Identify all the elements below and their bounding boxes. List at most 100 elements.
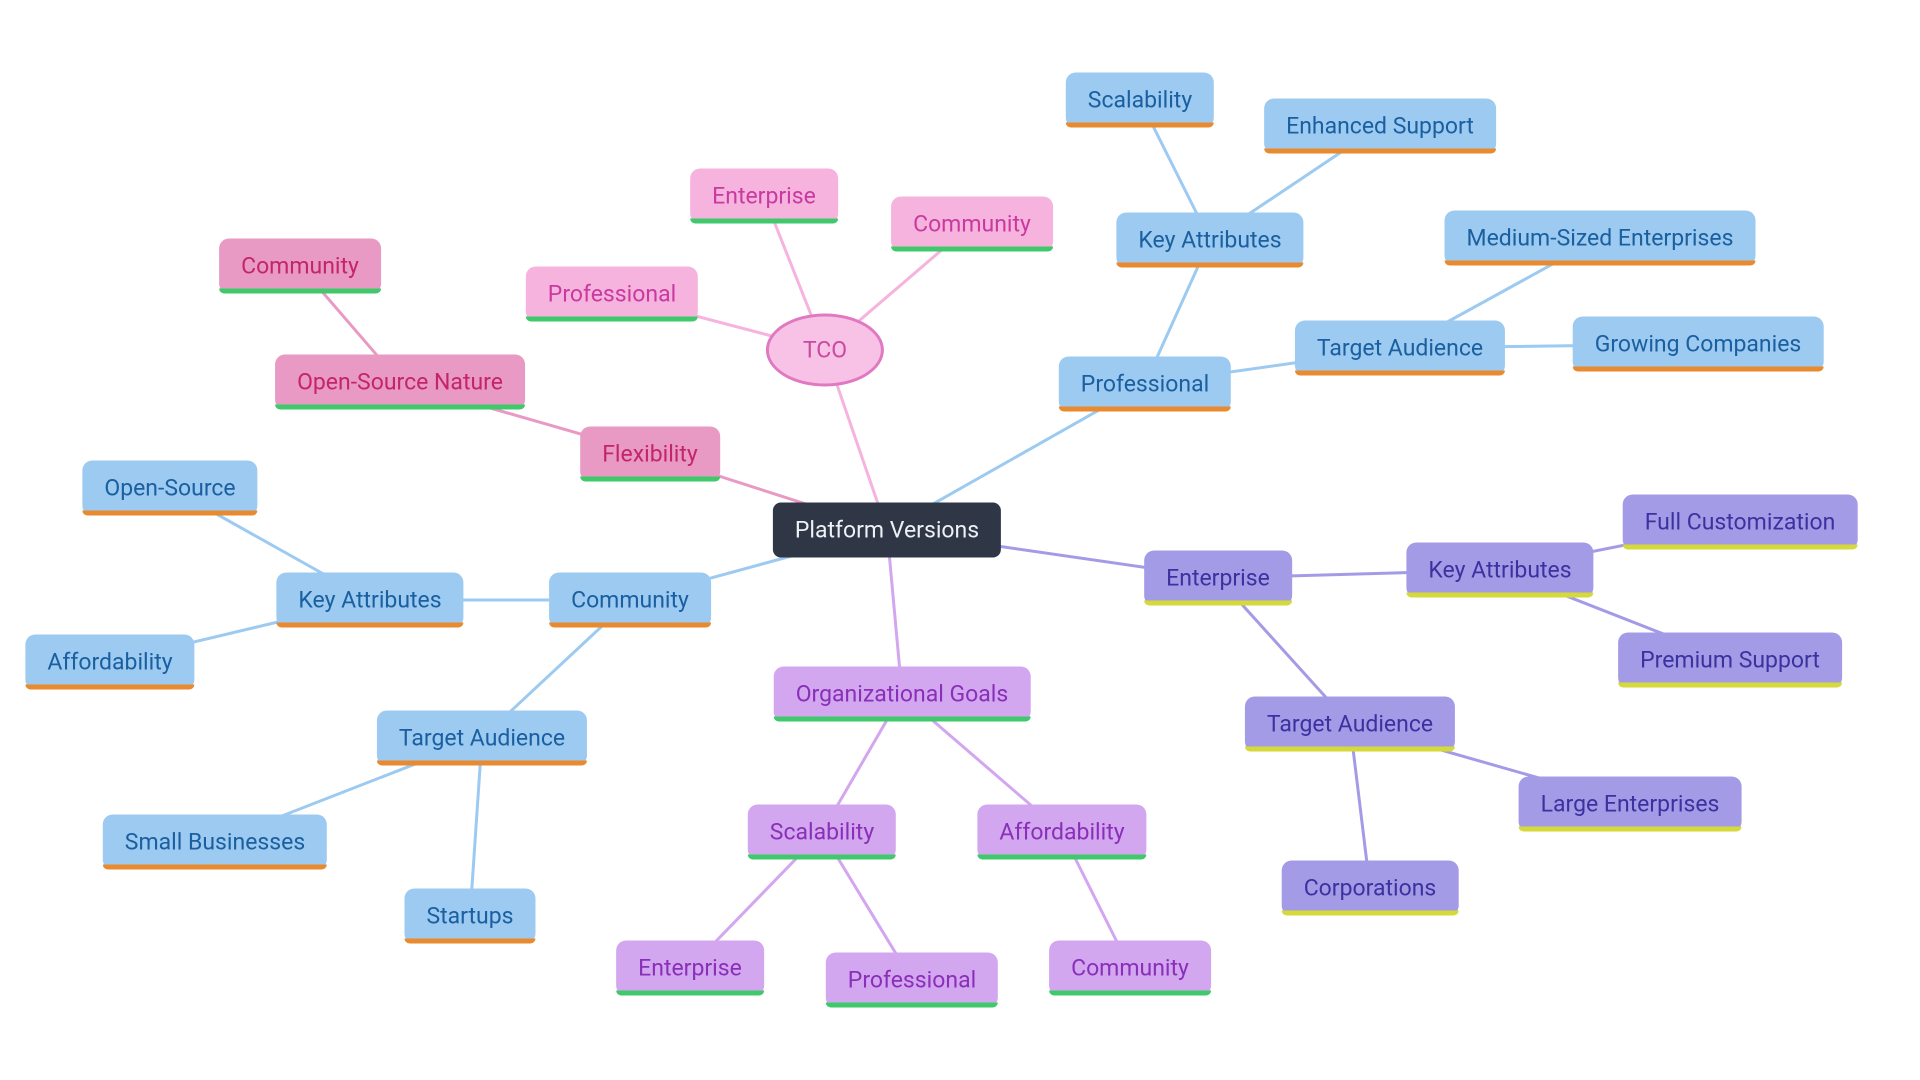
node-underline [580, 477, 720, 482]
node-underline [404, 939, 535, 944]
node-label: Target Audience [1267, 711, 1433, 738]
node-c_target: Target Audience [377, 711, 587, 766]
node-underline [1116, 263, 1303, 268]
node-tco_pro: Professional [526, 267, 698, 322]
node-label: Professional [548, 281, 676, 308]
node-label: Corporations [1304, 875, 1437, 902]
node-underline [526, 317, 698, 322]
node-label: Premium Support [1640, 647, 1820, 674]
node-underline [1059, 407, 1231, 412]
node-org_ent: Enterprise [616, 941, 764, 996]
node-root: Platform Versions [773, 503, 1001, 558]
node-underline [1066, 123, 1214, 128]
node-label: Target Audience [399, 725, 565, 752]
node-ent: Enterprise [1144, 551, 1292, 606]
node-org_com: Community [1049, 941, 1211, 996]
node-p_grow: Growing Companies [1573, 317, 1824, 372]
node-e_full: Full Customization [1623, 495, 1858, 550]
node-osn_com: Community [219, 239, 381, 294]
node-c_start: Startups [404, 889, 535, 944]
node-underline [1264, 149, 1496, 154]
node-e_corp: Corporations [1282, 861, 1459, 916]
node-c_afford: Affordability [25, 635, 194, 690]
node-underline [377, 761, 587, 766]
node-tco_com: Community [891, 197, 1053, 252]
node-underline [1144, 601, 1292, 606]
node-label: TCO [803, 337, 847, 364]
node-p_scal: Scalability [1066, 73, 1214, 128]
node-label: Enterprise [712, 183, 816, 210]
node-underline [276, 623, 463, 628]
node-label: Large Enterprises [1541, 791, 1720, 818]
node-underline [748, 855, 896, 860]
node-underline [549, 623, 711, 628]
node-label: Professional [1081, 371, 1209, 398]
node-community: Community [549, 573, 711, 628]
node-label: Platform Versions [795, 517, 979, 544]
node-underline [82, 511, 257, 516]
node-underline [219, 289, 381, 294]
node-underline [1282, 911, 1459, 916]
node-underline [1519, 827, 1742, 832]
node-underline [690, 219, 838, 224]
node-underline [1295, 371, 1505, 376]
node-label: Community [571, 587, 689, 614]
node-label: Growing Companies [1595, 331, 1802, 358]
node-org_scal: Scalability [748, 805, 896, 860]
node-label: Community [913, 211, 1031, 238]
node-underline [891, 247, 1053, 252]
node-label: Open-Source [104, 475, 235, 502]
node-label: Enterprise [638, 955, 742, 982]
node-label: Medium-Sized Enterprises [1467, 225, 1734, 252]
node-underline [826, 1003, 998, 1008]
node-underline [1573, 367, 1824, 372]
node-label: Target Audience [1317, 335, 1483, 362]
node-label: Startups [426, 903, 513, 930]
node-label: Enhanced Support [1286, 113, 1474, 140]
node-label: Community [1071, 955, 1189, 982]
node-label: Affordability [47, 649, 172, 676]
node-tco_ent: Enterprise [690, 169, 838, 224]
node-underline [1245, 747, 1455, 752]
node-label: Enterprise [1166, 565, 1270, 592]
node-tco: TCO [766, 314, 884, 387]
node-org_pro: Professional [826, 953, 998, 1008]
node-label: Open-Source Nature [297, 369, 503, 396]
node-underline [1445, 261, 1756, 266]
node-underline [977, 855, 1146, 860]
node-label: Full Customization [1645, 509, 1836, 536]
node-label: Scalability [1088, 87, 1192, 114]
node-c_keyattr: Key Attributes [276, 573, 463, 628]
node-label: Organizational Goals [796, 681, 1009, 708]
node-flex: Flexibility [580, 427, 720, 482]
node-label: Key Attributes [1428, 557, 1571, 584]
node-underline [25, 685, 194, 690]
node-underline [275, 405, 525, 410]
node-e_large: Large Enterprises [1519, 777, 1742, 832]
node-org: Organizational Goals [774, 667, 1031, 722]
node-e_prem: Premium Support [1618, 633, 1842, 688]
node-p_target: Target Audience [1295, 321, 1505, 376]
node-underline [774, 717, 1031, 722]
node-e_target: Target Audience [1245, 697, 1455, 752]
node-p_keyattr: Key Attributes [1116, 213, 1303, 268]
node-label: Professional [848, 967, 976, 994]
mindmap-canvas: Platform Versions TCO Enterprise Community P… [0, 0, 1920, 1080]
node-label: Small Businesses [125, 829, 305, 856]
node-label: Community [241, 253, 359, 280]
node-org_aff: Affordability [977, 805, 1146, 860]
node-c_small: Small Businesses [103, 815, 327, 870]
node-p_enh: Enhanced Support [1264, 99, 1496, 154]
node-underline [1406, 593, 1593, 598]
node-label: Flexibility [602, 441, 698, 468]
node-label: Affordability [999, 819, 1124, 846]
node-e_keyattr: Key Attributes [1406, 543, 1593, 598]
node-p_med: Medium-Sized Enterprises [1445, 211, 1756, 266]
node-underline [616, 991, 764, 996]
node-c_opensrc: Open-Source [82, 461, 257, 516]
node-pro: Professional [1059, 357, 1231, 412]
node-underline [1049, 991, 1211, 996]
node-osn: Open-Source Nature [275, 355, 525, 410]
node-label: Scalability [770, 819, 874, 846]
node-underline [1618, 683, 1842, 688]
